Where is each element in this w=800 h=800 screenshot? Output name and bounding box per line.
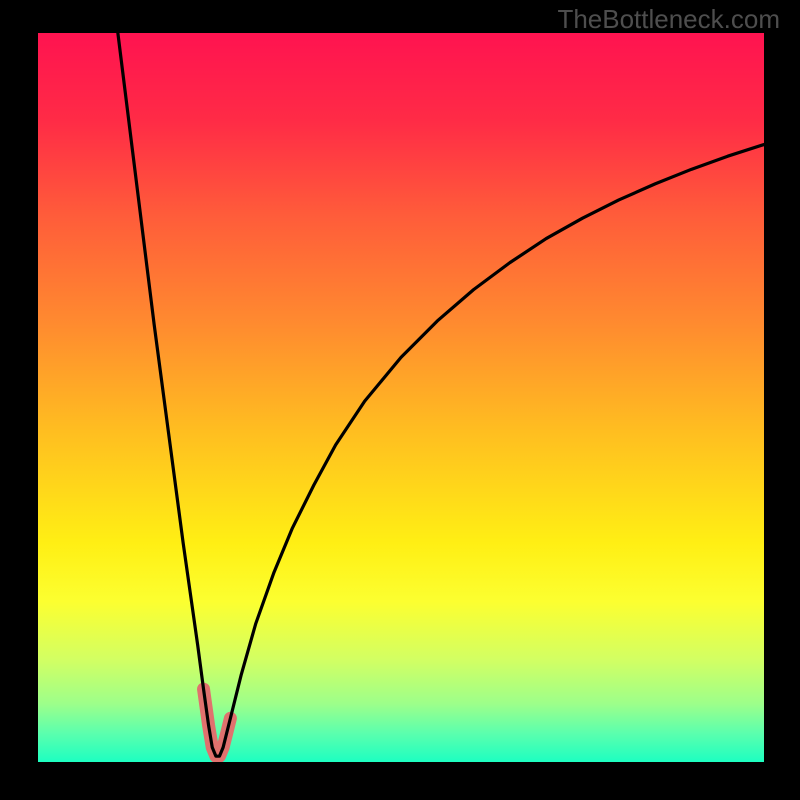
plot-area	[38, 33, 764, 762]
watermark-text: TheBottleneck.com	[557, 4, 780, 35]
bottleneck-curve	[118, 33, 764, 756]
stage: TheBottleneck.com	[0, 0, 800, 800]
curve-svg	[38, 33, 764, 762]
